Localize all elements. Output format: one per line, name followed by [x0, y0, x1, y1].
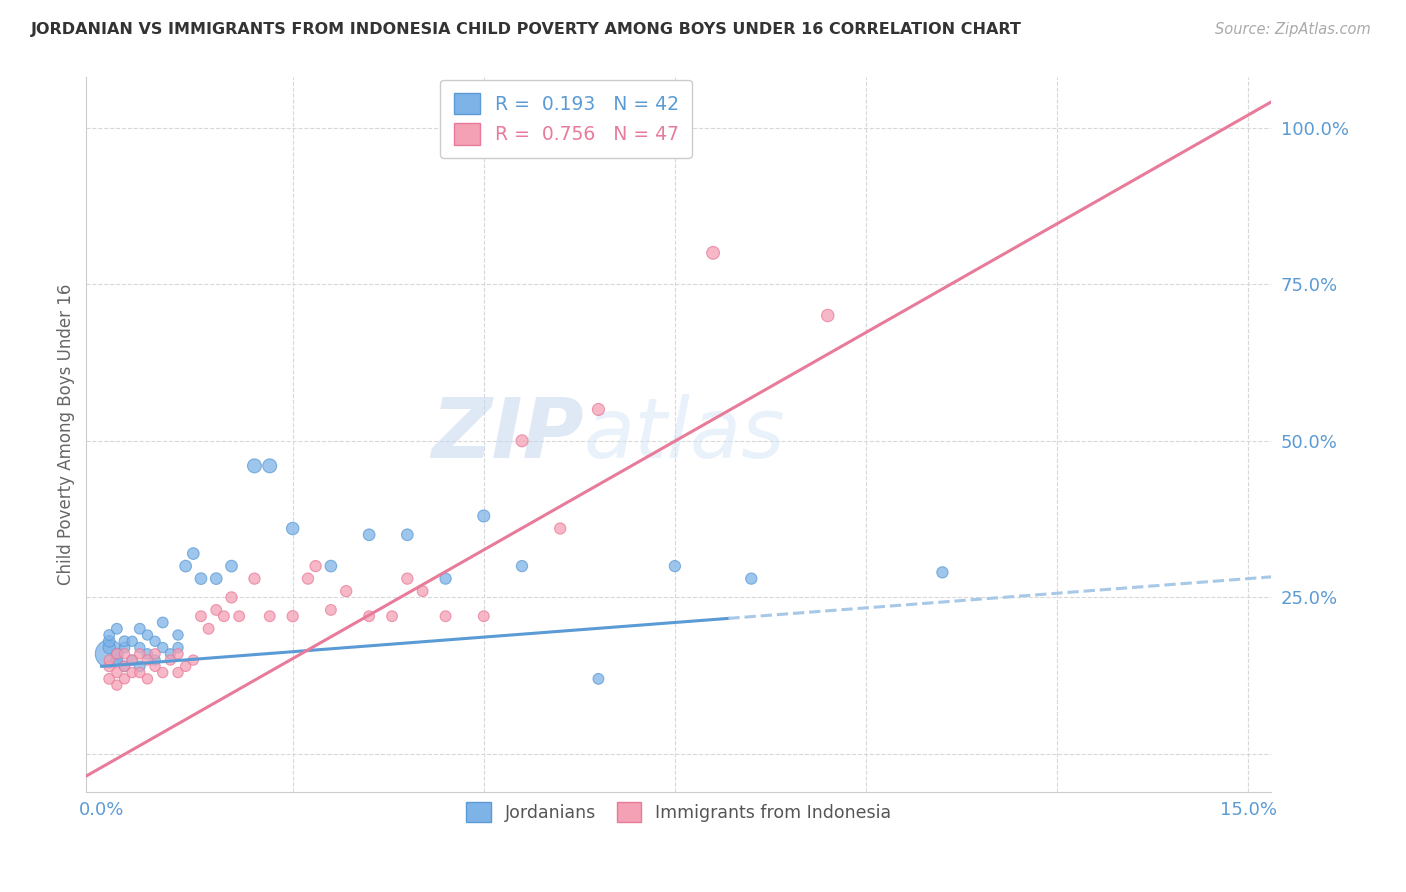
Point: [259, 458, 281, 473]
Point: [588, 672, 610, 686]
Point: [167, 640, 190, 655]
Point: [396, 528, 419, 542]
Point: [931, 566, 953, 580]
Text: atlas: atlas: [583, 394, 786, 475]
Point: [114, 647, 136, 661]
Point: [143, 653, 166, 667]
Point: [136, 672, 159, 686]
Point: [259, 609, 281, 624]
Point: [472, 609, 495, 624]
Point: [359, 609, 381, 624]
Point: [98, 634, 121, 648]
Point: [412, 584, 434, 599]
Point: [121, 653, 143, 667]
Point: [181, 653, 204, 667]
Point: [510, 559, 533, 574]
Point: [143, 634, 166, 648]
Point: [228, 609, 250, 624]
Point: [105, 678, 128, 692]
Point: [588, 402, 610, 417]
Point: [98, 672, 121, 686]
Point: [105, 647, 128, 661]
Point: [174, 659, 197, 673]
Point: [159, 653, 181, 667]
Point: [105, 647, 128, 661]
Point: [304, 559, 326, 574]
Point: [817, 309, 839, 323]
Point: [128, 665, 150, 680]
Point: [98, 640, 121, 655]
Point: [510, 434, 533, 448]
Point: [152, 665, 174, 680]
Point: [152, 615, 174, 630]
Point: [128, 659, 150, 673]
Point: [114, 672, 136, 686]
Legend: Jordanians, Immigrants from Indonesia: Jordanians, Immigrants from Indonesia: [454, 790, 903, 834]
Point: [664, 559, 686, 574]
Point: [152, 640, 174, 655]
Point: [105, 653, 128, 667]
Point: [167, 647, 190, 661]
Point: [243, 572, 266, 586]
Point: [98, 628, 121, 642]
Text: ZIP: ZIP: [432, 394, 583, 475]
Point: [174, 559, 197, 574]
Point: [434, 609, 457, 624]
Point: [190, 609, 212, 624]
Point: [114, 659, 136, 673]
Point: [221, 591, 243, 605]
Point: [212, 609, 235, 624]
Point: [121, 665, 143, 680]
Point: [197, 622, 219, 636]
Point: [121, 634, 143, 648]
Point: [159, 647, 181, 661]
Point: [98, 659, 121, 673]
Point: [205, 572, 228, 586]
Point: [702, 245, 724, 260]
Point: [105, 665, 128, 680]
Point: [281, 609, 304, 624]
Point: [114, 634, 136, 648]
Point: [128, 622, 150, 636]
Point: [243, 458, 266, 473]
Point: [167, 628, 190, 642]
Point: [143, 647, 166, 661]
Point: [114, 640, 136, 655]
Point: [396, 572, 419, 586]
Point: [128, 640, 150, 655]
Point: [105, 622, 128, 636]
Point: [98, 653, 121, 667]
Point: [297, 572, 319, 586]
Text: Source: ZipAtlas.com: Source: ZipAtlas.com: [1215, 22, 1371, 37]
Point: [434, 572, 457, 586]
Point: [128, 647, 150, 661]
Point: [136, 653, 159, 667]
Point: [548, 521, 571, 535]
Point: [381, 609, 404, 624]
Point: [121, 653, 143, 667]
Point: [143, 659, 166, 673]
Point: [319, 559, 342, 574]
Point: [319, 603, 342, 617]
Point: [281, 521, 304, 535]
Point: [359, 528, 381, 542]
Point: [472, 508, 495, 523]
Point: [181, 547, 204, 561]
Point: [136, 628, 159, 642]
Point: [98, 647, 121, 661]
Point: [335, 584, 357, 599]
Point: [221, 559, 243, 574]
Point: [740, 572, 762, 586]
Text: JORDANIAN VS IMMIGRANTS FROM INDONESIA CHILD POVERTY AMONG BOYS UNDER 16 CORRELA: JORDANIAN VS IMMIGRANTS FROM INDONESIA C…: [31, 22, 1022, 37]
Point: [136, 647, 159, 661]
Point: [167, 665, 190, 680]
Point: [205, 603, 228, 617]
Point: [114, 659, 136, 673]
Point: [190, 572, 212, 586]
Y-axis label: Child Poverty Among Boys Under 16: Child Poverty Among Boys Under 16: [58, 284, 75, 585]
